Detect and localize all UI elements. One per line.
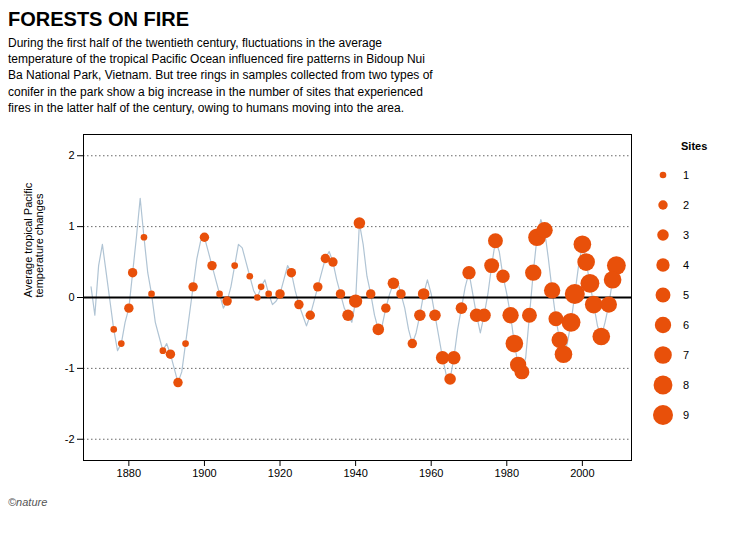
svg-text:1980: 1980 <box>495 467 519 479</box>
svg-text:1920: 1920 <box>268 467 292 479</box>
svg-text:0: 0 <box>68 291 74 303</box>
svg-text:1: 1 <box>68 220 74 232</box>
svg-text:3: 3 <box>683 229 689 241</box>
svg-text:Sites: Sites <box>681 140 707 152</box>
html-text:During the first half of the t: During the first half of the twentieth c… <box>8 36 433 115</box>
html-text:©nature: ©nature <box>8 495 48 508</box>
svg-text:1940: 1940 <box>343 467 367 479</box>
svg-text:5: 5 <box>683 289 689 301</box>
svg-text:1960: 1960 <box>419 467 443 479</box>
svg-text:6: 6 <box>683 319 689 331</box>
svg-text:9: 9 <box>683 409 689 421</box>
svg-text:2: 2 <box>683 199 689 211</box>
svg-text:4: 4 <box>683 259 689 271</box>
svg-text:Average tropical Pacifictemper: Average tropical Pacifictemperature chan… <box>22 182 45 297</box>
svg-text:-1: -1 <box>65 362 75 374</box>
svg-text:1900: 1900 <box>192 467 216 479</box>
svg-text:-2: -2 <box>65 433 75 445</box>
svg-text:2: 2 <box>68 149 74 161</box>
svg-text:1: 1 <box>683 169 689 181</box>
html-text:FORESTS ON FIRE: FORESTS ON FIRE <box>8 8 190 30</box>
svg-text:7: 7 <box>683 349 689 361</box>
svg-text:1880: 1880 <box>117 467 141 479</box>
svg-text:2000: 2000 <box>570 467 594 479</box>
svg-text:8: 8 <box>683 379 689 391</box>
